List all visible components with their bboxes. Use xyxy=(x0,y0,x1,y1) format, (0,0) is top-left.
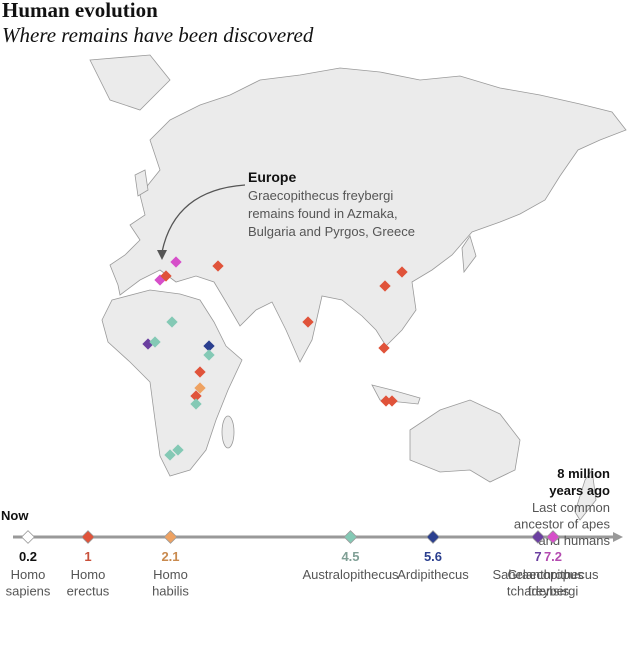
end-label: years ago xyxy=(549,483,610,498)
end-note: Last common xyxy=(532,500,610,515)
species-value: 0.2 xyxy=(19,549,37,564)
map xyxy=(89,54,627,521)
species-name: habilis xyxy=(152,584,189,599)
species-marker xyxy=(531,530,545,544)
species-name: Homo xyxy=(11,567,46,582)
annotation-line: remains found in Azmaka, xyxy=(248,206,398,221)
arrowhead xyxy=(157,250,167,260)
species-name: Australopithecus xyxy=(302,567,399,582)
species-value: 4.5 xyxy=(341,549,359,564)
species-marker xyxy=(426,530,440,544)
species-name: sapiens xyxy=(6,584,51,599)
annotation-line: Graecopithecus freybergi xyxy=(248,188,393,203)
greenland xyxy=(89,54,171,111)
species-marker xyxy=(343,530,358,544)
species-name: Ardipithecus xyxy=(397,567,469,582)
species-marker xyxy=(21,530,35,544)
species-name: freybergi xyxy=(528,584,579,599)
species-marker xyxy=(163,530,178,544)
new-zealand xyxy=(574,468,597,521)
end-note: ancestor of apes xyxy=(514,517,611,532)
species-value: 1 xyxy=(84,549,91,564)
species-name: tchadensis xyxy=(507,584,570,599)
species-marker xyxy=(546,530,560,544)
arrow xyxy=(161,184,246,253)
annotation: Europe Graecopithecus freybergi remains … xyxy=(157,169,415,260)
africa xyxy=(101,289,243,477)
japan xyxy=(461,235,477,274)
start-label: Now xyxy=(1,508,29,523)
eurasia xyxy=(109,67,627,363)
timeline: Now 8 million years ago Last common ancestor… xyxy=(1,466,623,599)
species-value: 7 xyxy=(534,549,541,564)
britain xyxy=(134,169,149,197)
australia xyxy=(409,399,521,483)
title: Human evolution xyxy=(2,0,158,22)
species-value: 7.2 xyxy=(544,549,562,564)
annotation-heading: Europe xyxy=(248,169,296,185)
species-name: Sahelanthropus xyxy=(492,567,584,582)
species-name: Graecopithecus xyxy=(507,567,599,582)
species-value: 5.6 xyxy=(424,549,442,564)
species-name: Homo xyxy=(153,567,188,582)
species-value: 2.1 xyxy=(161,549,179,564)
species-name: erectus xyxy=(67,584,110,599)
end-label: 8 million xyxy=(557,466,610,481)
timeline-arrow xyxy=(613,532,623,542)
madagascar xyxy=(221,415,235,449)
annotation-line: Bulgaria and Pyrgos, Greece xyxy=(248,224,415,239)
species-marker xyxy=(81,530,95,544)
subtitle: Where remains have been discovered xyxy=(2,23,314,47)
species-name: Homo xyxy=(71,567,106,582)
